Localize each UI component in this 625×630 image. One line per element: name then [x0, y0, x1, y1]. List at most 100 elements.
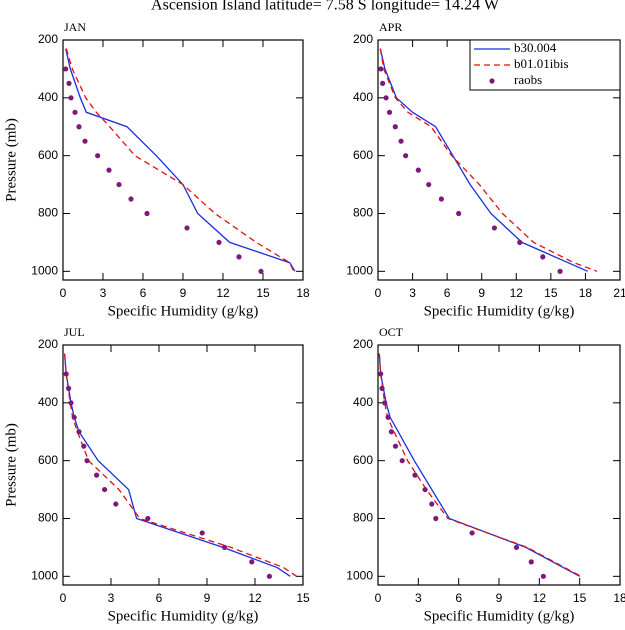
- y-tick-label: 800: [38, 511, 58, 525]
- y-tick-label: 600: [38, 453, 58, 467]
- raob-point: [378, 66, 384, 72]
- raob-point: [379, 385, 385, 391]
- y-tick-label: 600: [353, 148, 373, 162]
- x-tick-label: 6: [156, 591, 163, 605]
- raob-point: [66, 385, 72, 391]
- x-tick-label: 3: [415, 591, 422, 605]
- x-tick-label: 6: [140, 286, 147, 300]
- panel-title: JUL: [64, 325, 85, 339]
- y-tick-label: 400: [38, 395, 58, 409]
- raob-point: [106, 167, 112, 173]
- y-tick-label: 200: [353, 32, 373, 46]
- raob-point: [63, 66, 69, 72]
- figure-title: Ascension Island latitude= 7.58 S longit…: [151, 0, 500, 14]
- plot-frame: [377, 344, 621, 586]
- legend-label: b01.01ibis: [514, 56, 569, 71]
- raob-point: [456, 210, 462, 217]
- profile-line: [65, 48, 295, 272]
- y-tick-label: 1000: [31, 568, 58, 582]
- x-tick-label: 18: [296, 286, 310, 300]
- x-tick-label: 3: [108, 591, 115, 605]
- raob-point: [415, 167, 421, 173]
- raob-point: [102, 486, 108, 493]
- raob-point: [426, 181, 432, 188]
- raob-point: [398, 138, 404, 144]
- x-tick-label: 15: [573, 591, 587, 605]
- x-tick-label: 12: [216, 286, 230, 300]
- profile-line: [65, 48, 296, 272]
- raob-point: [491, 225, 497, 231]
- raob-point: [392, 124, 398, 130]
- raob-point: [429, 501, 435, 507]
- y-tick-label: 400: [353, 395, 373, 409]
- legend-symbol: [489, 78, 495, 84]
- y-tick-label: 1000: [31, 263, 58, 277]
- x-tick-label: 18: [579, 286, 593, 300]
- raob-point: [528, 559, 534, 565]
- profile-line: [378, 353, 581, 577]
- raob-point: [68, 400, 74, 406]
- x-tick-label: 0: [60, 591, 67, 605]
- raob-point: [422, 486, 428, 493]
- x-tick-label: 12: [533, 591, 547, 605]
- x-tick-label: 6: [455, 591, 462, 605]
- y-tick-label: 1000: [346, 263, 373, 277]
- y-axis-label: Pressure (mb): [3, 118, 19, 202]
- x-tick-label: 12: [510, 286, 524, 300]
- y-tick-label: 200: [353, 337, 373, 351]
- raob-point: [82, 138, 88, 144]
- raob-point: [399, 458, 405, 464]
- raob-point: [144, 210, 150, 217]
- x-tick-label: 18: [613, 591, 625, 605]
- raob-point: [388, 429, 395, 435]
- profile-line: [379, 48, 588, 272]
- raob-point: [266, 573, 272, 579]
- raob-point: [386, 109, 393, 115]
- y-tick-label: 800: [38, 206, 58, 220]
- raob-point: [236, 254, 242, 260]
- raob-point: [113, 501, 119, 507]
- raob-point: [557, 268, 563, 274]
- raob-point: [258, 268, 264, 274]
- raob-point: [513, 544, 520, 551]
- x-tick-label: 3: [100, 286, 107, 300]
- x-tick-label: 0: [60, 286, 67, 300]
- raob-point: [249, 559, 255, 565]
- raob-point: [116, 181, 122, 188]
- raob-point: [76, 124, 82, 130]
- y-tick-label: 1000: [346, 568, 373, 582]
- y-tick-label: 400: [353, 90, 373, 104]
- raob-point: [382, 400, 388, 406]
- x-tick-label: 15: [296, 591, 310, 605]
- panel-title: OCT: [379, 325, 404, 339]
- legend-label: raobs: [514, 72, 542, 87]
- x-tick-label: 9: [204, 591, 211, 605]
- x-tick-label: 15: [256, 286, 270, 300]
- y-tick-label: 800: [353, 511, 373, 525]
- x-tick-label: 21: [613, 286, 625, 300]
- x-axis-label: Specific Humidity (g/kg): [108, 303, 259, 319]
- raob-point: [66, 80, 72, 86]
- y-tick-label: 200: [38, 337, 58, 351]
- legend-label: b30.004: [514, 40, 557, 55]
- y-tick-label: 600: [38, 148, 58, 162]
- profile-line: [378, 353, 582, 577]
- profile-line: [63, 353, 297, 577]
- x-tick-label: 6: [444, 286, 451, 300]
- raob-point: [517, 239, 523, 246]
- raob-point: [63, 371, 69, 377]
- x-tick-label: 12: [248, 591, 262, 605]
- raob-point: [385, 414, 391, 420]
- raob-point: [438, 196, 444, 202]
- raob-point: [145, 515, 151, 522]
- raob-point: [68, 95, 74, 101]
- raob-point: [84, 458, 90, 464]
- raob-point: [383, 95, 389, 101]
- raob-point: [540, 573, 546, 579]
- plot-frame: [62, 344, 304, 586]
- x-tick-label: 9: [496, 591, 503, 605]
- x-axis-label: Specific Humidity (g/kg): [108, 608, 259, 624]
- y-tick-label: 400: [38, 90, 58, 104]
- raob-point: [95, 153, 101, 159]
- x-tick-label: 0: [375, 286, 382, 300]
